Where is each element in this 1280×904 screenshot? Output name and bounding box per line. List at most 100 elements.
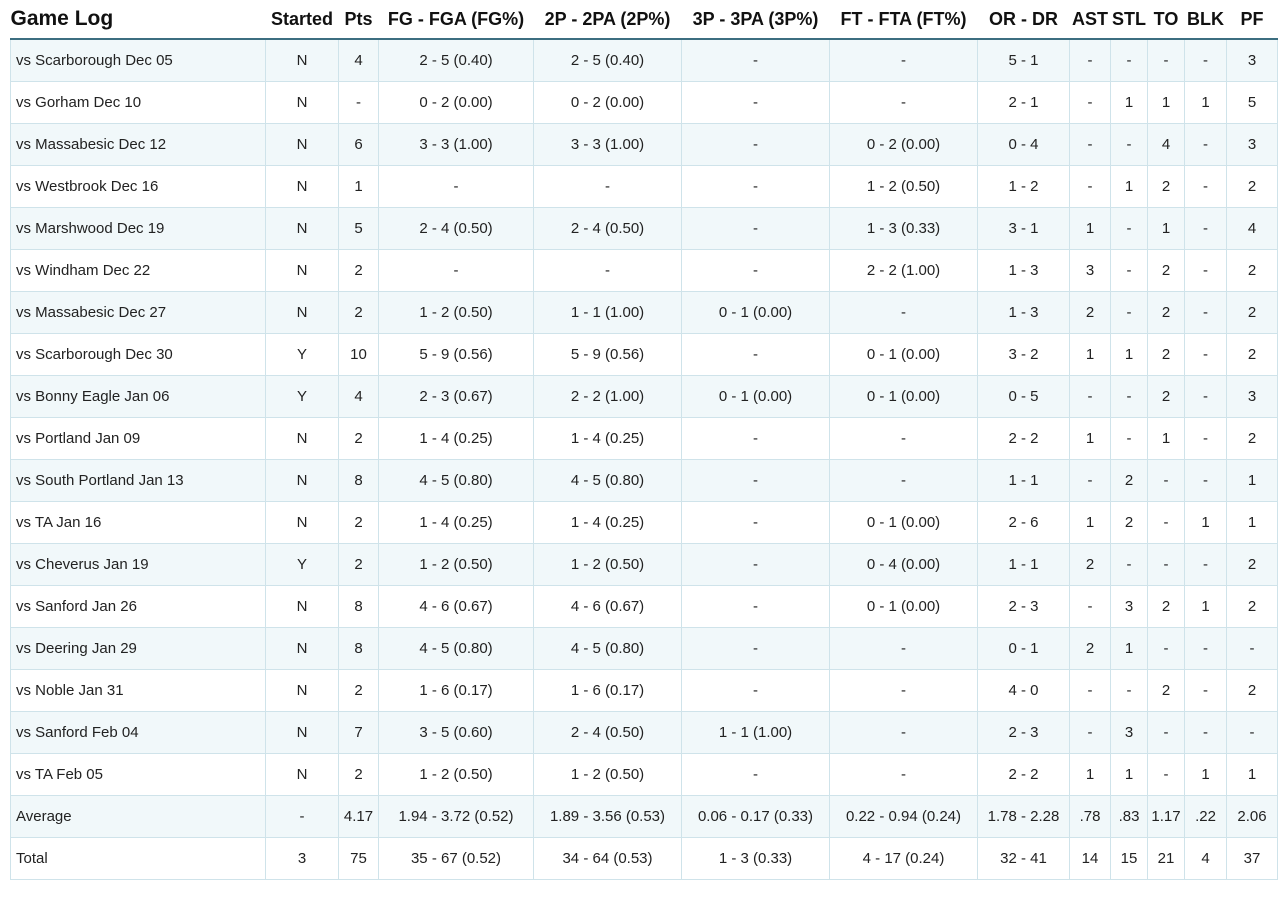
cell-to: - bbox=[1147, 501, 1185, 544]
cell-or-dr: 1 - 3 bbox=[977, 291, 1070, 334]
cell-3p: 1 - 1 (1.00) bbox=[681, 711, 830, 754]
cell-or-dr: 3 - 2 bbox=[977, 333, 1070, 376]
cell-or-dr: 2 - 6 bbox=[977, 501, 1070, 544]
cell-3p: 1 - 3 (0.33) bbox=[681, 837, 830, 880]
cell-ft: 2 - 2 (1.00) bbox=[829, 249, 978, 292]
cell-2p: 2 - 4 (0.50) bbox=[533, 711, 682, 754]
column-header-started: Started bbox=[265, 0, 339, 40]
cell-2p: 1 - 4 (0.25) bbox=[533, 417, 682, 460]
cell-pts: 8 bbox=[338, 627, 379, 670]
cell-ast: - bbox=[1069, 711, 1111, 754]
cell-2p: 5 - 9 (0.56) bbox=[533, 333, 682, 376]
cell-2p: 2 - 4 (0.50) bbox=[533, 207, 682, 250]
cell-pf: 2 bbox=[1226, 165, 1278, 208]
cell-ast: - bbox=[1069, 165, 1111, 208]
cell-blk: - bbox=[1184, 375, 1227, 418]
cell-ft: - bbox=[829, 417, 978, 460]
table-row: vs Scarborough Dec 30 Y 10 5 - 9 (0.56) 5 - … bbox=[10, 333, 1278, 376]
cell-pf: 1 bbox=[1226, 753, 1278, 796]
cell-blk: - bbox=[1184, 249, 1227, 292]
cell-blk: 1 bbox=[1184, 501, 1227, 544]
cell-blk: - bbox=[1184, 711, 1227, 754]
cell-started: N bbox=[265, 417, 339, 460]
table-row: vs Sanford Jan 26 N 8 4 - 6 (0.67) 4 - 6 (0.… bbox=[10, 585, 1278, 628]
column-header-pts: Pts bbox=[338, 0, 379, 40]
table-row: vs Westbrook Dec 16 N 1- - -1 - 2 (0.50) 1 - … bbox=[10, 165, 1278, 208]
cell-fg: 2 - 3 (0.67) bbox=[378, 375, 534, 418]
cell-3p: 0.06 - 0.17 (0.33) bbox=[681, 795, 830, 838]
cell-blk: - bbox=[1184, 207, 1227, 250]
cell-to: - bbox=[1147, 543, 1185, 586]
cell-2p: 2 - 2 (1.00) bbox=[533, 375, 682, 418]
cell-game: vs Massabesic Dec 27 bbox=[10, 291, 266, 334]
cell-pts: 2 bbox=[338, 543, 379, 586]
cell-stl: - bbox=[1110, 123, 1148, 166]
cell-pf: 37 bbox=[1226, 837, 1278, 880]
cell-pts: 1 bbox=[338, 165, 379, 208]
cell-or-dr: 4 - 0 bbox=[977, 669, 1070, 712]
cell-fg: 1 - 2 (0.50) bbox=[378, 291, 534, 334]
table-row: vs Portland Jan 09 N 2 1 - 4 (0.25) 1 - 4 (0… bbox=[10, 417, 1278, 460]
cell-2p: 1 - 2 (0.50) bbox=[533, 543, 682, 586]
cell-stl: 2 bbox=[1110, 501, 1148, 544]
cell-ft: - bbox=[829, 753, 978, 796]
cell-game: vs Sanford Feb 04 bbox=[10, 711, 266, 754]
cell-3p: - bbox=[681, 669, 830, 712]
cell-stl: 1 bbox=[1110, 333, 1148, 376]
cell-to: 1 bbox=[1147, 207, 1185, 250]
cell-blk: - bbox=[1184, 543, 1227, 586]
cell-started: 3 bbox=[265, 837, 339, 880]
cell-3p: - bbox=[681, 38, 830, 82]
cell-ft: 0 - 2 (0.00) bbox=[829, 123, 978, 166]
cell-3p: 0 - 1 (0.00) bbox=[681, 291, 830, 334]
cell-to: 1 bbox=[1147, 417, 1185, 460]
cell-blk: - bbox=[1184, 291, 1227, 334]
cell-blk: 1 bbox=[1184, 753, 1227, 796]
cell-started: Y bbox=[265, 375, 339, 418]
cell-ft: 0 - 1 (0.00) bbox=[829, 333, 978, 376]
cell-to: - bbox=[1147, 711, 1185, 754]
cell-2p: 2 - 5 (0.40) bbox=[533, 38, 682, 82]
cell-ft: - bbox=[829, 81, 978, 124]
cell-fg: 4 - 5 (0.80) bbox=[378, 627, 534, 670]
cell-started: N bbox=[265, 669, 339, 712]
cell-2p: 1.89 - 3.56 (0.53) bbox=[533, 795, 682, 838]
cell-ft: 0 - 1 (0.00) bbox=[829, 585, 978, 628]
cell-or-dr: 1 - 1 bbox=[977, 459, 1070, 502]
cell-blk: - bbox=[1184, 627, 1227, 670]
cell-ast: 1 bbox=[1069, 753, 1111, 796]
cell-started: N bbox=[265, 627, 339, 670]
cell-2p: 3 - 3 (1.00) bbox=[533, 123, 682, 166]
cell-fg: 1 - 4 (0.25) bbox=[378, 501, 534, 544]
cell-ast: .78 bbox=[1069, 795, 1111, 838]
cell-pts: 8 bbox=[338, 459, 379, 502]
cell-to: 2 bbox=[1147, 249, 1185, 292]
table-row: vs Massabesic Dec 27 N 2 1 - 2 (0.50) 1 - 1 … bbox=[10, 291, 1278, 334]
cell-pts: 2 bbox=[338, 501, 379, 544]
cell-started: N bbox=[265, 123, 339, 166]
column-header-3p: 3P - 3PA (3P%) bbox=[681, 0, 830, 40]
cell-pts: 4.17 bbox=[338, 795, 379, 838]
cell-3p: - bbox=[681, 501, 830, 544]
table-title: Game Log bbox=[10, 0, 266, 40]
cell-stl: - bbox=[1110, 375, 1148, 418]
cell-stl: - bbox=[1110, 249, 1148, 292]
table-row: vs Scarborough Dec 05 N 4 2 - 5 (0.40) 2 - 5… bbox=[10, 38, 1278, 82]
cell-pf: 2 bbox=[1226, 417, 1278, 460]
cell-2p: - bbox=[533, 249, 682, 292]
game-log-table: Game Log Started Pts FG - FGA (FG%) 2P - 2PA… bbox=[10, 0, 1278, 880]
cell-fg: 5 - 9 (0.56) bbox=[378, 333, 534, 376]
table-row: vs TA Jan 16 N 2 1 - 4 (0.25) 1 - 4 (0.25) -0… bbox=[10, 501, 1278, 544]
cell-pts: 75 bbox=[338, 837, 379, 880]
cell-or-dr: 3 - 1 bbox=[977, 207, 1070, 250]
cell-or-dr: 1.78 - 2.28 bbox=[977, 795, 1070, 838]
cell-to: 2 bbox=[1147, 291, 1185, 334]
cell-game: vs TA Jan 16 bbox=[10, 501, 266, 544]
cell-fg: 1 - 6 (0.17) bbox=[378, 669, 534, 712]
cell-started: Y bbox=[265, 333, 339, 376]
cell-to: 1.17 bbox=[1147, 795, 1185, 838]
column-header-ast: AST bbox=[1069, 0, 1111, 40]
cell-pf: - bbox=[1226, 627, 1278, 670]
cell-to: 2 bbox=[1147, 585, 1185, 628]
